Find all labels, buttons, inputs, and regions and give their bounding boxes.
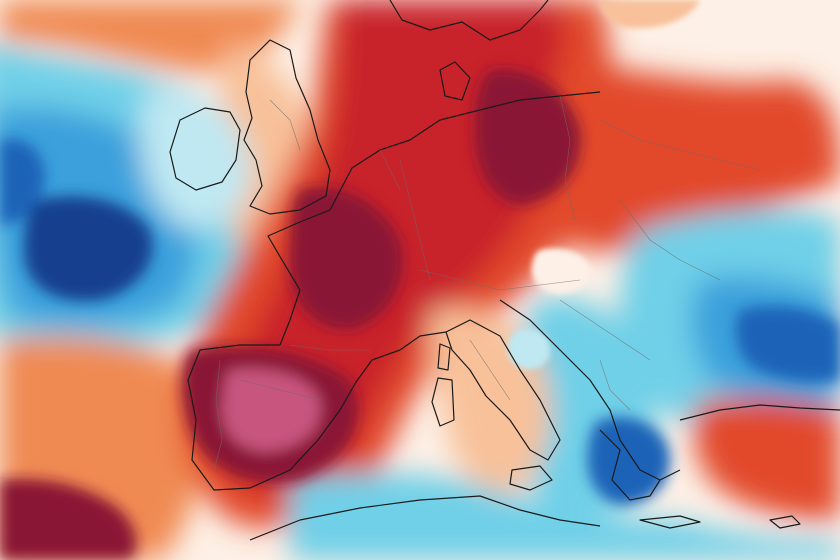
border-balkans-1: [559, 299, 651, 361]
extreme-cold-core-southwest: [0, 478, 137, 560]
coastline-italy: [445, 319, 561, 461]
pale-patch-scandinavia: [600, 0, 700, 29]
coastline-north-africa: [249, 495, 601, 541]
extreme-cold-core-atlantic: [24, 196, 153, 301]
coastline-ireland: [169, 107, 241, 191]
border-benelux: [379, 149, 401, 191]
border-france-germany: [399, 159, 431, 281]
warm-region-north: [0, 0, 300, 72]
border-balkans-2: [599, 359, 631, 411]
coastline-france-west: [267, 209, 331, 346]
cold-region-ireland: [140, 89, 251, 231]
hot-core-france: [290, 187, 403, 330]
hot-core-iberia-center: [221, 368, 321, 452]
border-italy-regions: [469, 339, 511, 401]
border-iberia-regions: [239, 379, 321, 401]
coastline-continent-north: [329, 91, 601, 211]
coastline-great-britain: [243, 39, 331, 215]
coastline-crete: [639, 515, 701, 529]
coastline-balkans: [499, 299, 661, 481]
coastline-scandinavia: [389, 0, 549, 41]
border-germany-poland: [559, 95, 576, 221]
coastline-iberia: [187, 344, 401, 491]
coastline-greece: [599, 429, 681, 501]
coastline-turkey: [679, 404, 840, 421]
pale-patch-adriatic: [507, 328, 551, 370]
coastline-sicily: [509, 465, 553, 491]
border-spain-france: [289, 344, 370, 351]
coastline-corsica: [437, 343, 451, 371]
border-alps: [419, 269, 581, 291]
coastline-cyprus: [769, 515, 801, 529]
coastline-denmark: [439, 61, 471, 101]
cold-region-north-africa: [290, 473, 840, 560]
extreme-cold-core-iceland: [0, 139, 45, 225]
pale-patch-alps: [531, 248, 591, 294]
cold-core-black-sea: [735, 305, 840, 382]
border-spain-portugal: [213, 359, 223, 471]
coastline-sardinia: [431, 377, 455, 427]
coastline-france-south: [399, 331, 447, 351]
warm-region-central-europe: [545, 60, 840, 251]
hot-core-germany: [475, 69, 581, 206]
border-uk-regions: [269, 99, 301, 151]
warm-region-east-med: [693, 398, 840, 520]
border-east-2: [619, 199, 721, 281]
coastlines: [169, 0, 840, 541]
border-east-1: [599, 119, 761, 171]
admin-borders: [213, 95, 761, 471]
